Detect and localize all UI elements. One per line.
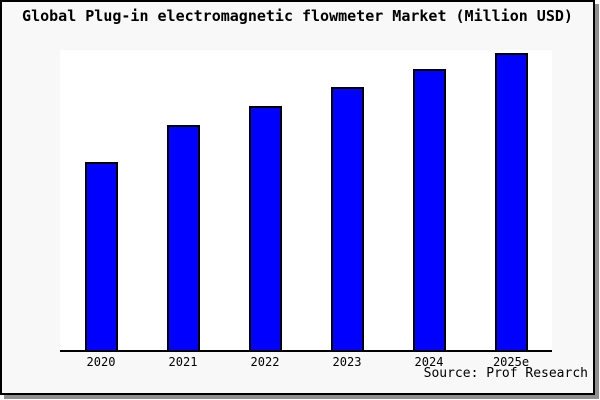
x-tick-label-2024: 2024 — [414, 355, 444, 369]
bar-2020 — [84, 162, 118, 350]
bar-2021 — [166, 125, 200, 350]
x-tick-label-2020: 2020 — [86, 355, 116, 369]
bar-2025e — [494, 53, 528, 350]
bar-2022 — [248, 106, 282, 350]
source-label: Source: Prof Research — [423, 366, 588, 381]
x-tick-label-2023: 2023 — [332, 355, 362, 369]
x-axis-labels: 2020 2021 2022 2023 2024 2025e — [0, 355, 600, 371]
x-tick-label-2022: 2022 — [250, 355, 280, 369]
plot-area — [60, 50, 552, 352]
x-tick-label-2021: 2021 — [168, 355, 198, 369]
bar-2024 — [412, 69, 446, 350]
chart-title: Global Plug-in electromagnetic flowmeter… — [22, 7, 573, 25]
x-tick-label-2025e: 2025e — [492, 355, 530, 369]
bar-2023 — [330, 87, 364, 350]
